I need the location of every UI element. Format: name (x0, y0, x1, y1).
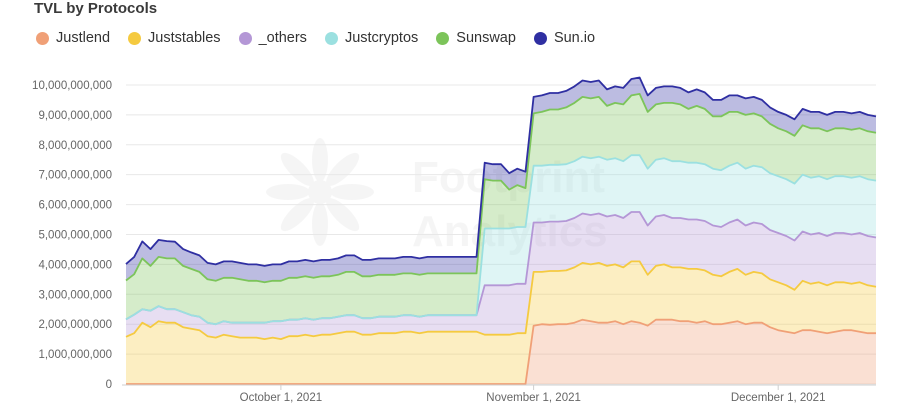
legend-item-justlend[interactable]: Justlend (36, 30, 110, 46)
legend-label: Sunswap (456, 30, 516, 46)
legend-swatch (436, 31, 450, 45)
y-tick-label: 4,000,000,000 (38, 259, 112, 271)
y-tick-label: 7,000,000,000 (38, 170, 112, 182)
legend-item--others[interactable]: _others (238, 30, 307, 46)
legend-item-sun-io[interactable]: Sun.io (533, 30, 596, 46)
legend-label: Justcryptos (344, 30, 419, 46)
area-justcryptos (126, 155, 876, 325)
y-tick-label: 8,000,000,000 (38, 140, 112, 152)
y-tick-label: 6,000,000,000 (38, 200, 112, 212)
area-juststables (126, 261, 876, 384)
y-tick-label: 10,000,000,000 (32, 80, 112, 92)
legend: Justlend Juststables _others Justcryptos Sun… (36, 30, 595, 46)
watermark-word: Analytics (412, 207, 608, 256)
line-sunswap (125, 93, 877, 284)
line-sun-io (125, 76, 877, 267)
line-juststables (125, 260, 877, 340)
legend-swatch (324, 31, 338, 45)
y-tick-label: 3,000,000,000 (38, 289, 112, 301)
legend-swatch (128, 31, 142, 45)
y-tick-label: 9,000,000,000 (38, 110, 112, 122)
area-sunswap (126, 93, 876, 325)
legend-item-sunswap[interactable]: Sunswap (436, 30, 516, 46)
legend-item-justcryptos[interactable]: Justcryptos (324, 30, 419, 46)
legend-label: _others (258, 30, 307, 46)
legend-item-juststables[interactable]: Juststables (128, 30, 221, 46)
legend-label: Justlend (56, 30, 111, 46)
line-justlend (126, 318, 876, 385)
legend-label: Juststables (148, 30, 221, 46)
legend-label: Sun.io (553, 30, 596, 46)
x-tick-label: October 1, 2021 (240, 392, 322, 404)
x-tick-label: November 1, 2021 (486, 392, 581, 404)
y-tick-label: 1,000,000,000 (38, 349, 112, 361)
y-tick-label: 5,000,000,000 (38, 229, 112, 241)
legend-swatch (238, 31, 252, 45)
line-justcryptos (125, 154, 877, 326)
y-tick-label: 0 (106, 379, 112, 391)
chart-title: TVL by Protocols (34, 0, 158, 17)
legend-swatch (533, 31, 547, 45)
legend-swatch (36, 31, 49, 45)
area-justlend (126, 319, 876, 384)
area--others (126, 212, 876, 340)
x-tick-label: December 1, 2021 (731, 392, 826, 404)
y-tick-label: 2,000,000,000 (38, 319, 112, 331)
